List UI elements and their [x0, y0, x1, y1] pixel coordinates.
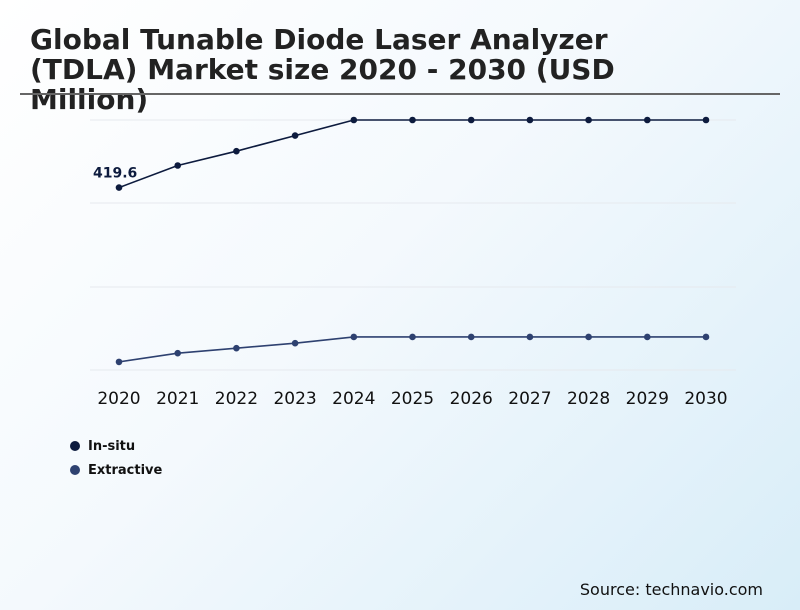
- source-credit: Source: technavio.com: [579, 580, 763, 599]
- x-tick-2022: 2022: [215, 389, 258, 409]
- title-divider: [20, 93, 780, 95]
- x-tick-2030: 2030: [684, 389, 727, 409]
- data-label-0: 419.6: [93, 166, 137, 182]
- data-point-extractive-2022: [233, 344, 240, 352]
- x-tick-2023: 2023: [273, 389, 316, 409]
- data-point-extractive-2027: [526, 333, 534, 341]
- data-point-in-situ-2024: [350, 116, 358, 124]
- data-point-in-situ-2021: [174, 162, 181, 169]
- x-tick-2026: 2026: [450, 389, 493, 409]
- data-point-in-situ-2023: [291, 132, 299, 139]
- data-point-in-situ-2026: [467, 116, 475, 124]
- data-point-in-situ-2028: [585, 116, 592, 124]
- series-line-in-situ: [118, 119, 706, 189]
- series-line-extractive: [118, 336, 706, 363]
- data-point-extractive-2023: [291, 339, 299, 347]
- x-tick-2020: 2020: [97, 389, 140, 409]
- legend-item-extractive[interactable]: Extractive: [70, 458, 162, 482]
- data-point-extractive-2026: [467, 333, 475, 341]
- legend-label-extractive: Extractive: [88, 462, 163, 478]
- x-axis-ticks: 2020 2021 2022 2023 2024 2025 2026 2027 2028 2029…: [97, 389, 727, 409]
- data-labels: 419.6: [93, 166, 137, 182]
- x-tick-2021: 2021: [156, 389, 199, 409]
- gridlines: [90, 119, 736, 371]
- data-point-extractive-2020: [115, 358, 123, 366]
- series-lines: [118, 119, 706, 363]
- legend-marker-in-situ: [70, 441, 80, 451]
- x-tick-2024: 2024: [332, 389, 375, 409]
- data-point-extractive-2029: [644, 333, 651, 341]
- line-chart: 419.6 2020 2021 2022 2023 2024 2025 2026 2027 20…: [90, 116, 736, 409]
- legend-label-in-situ: In-situ: [88, 438, 136, 454]
- data-point-extractive-2028: [585, 333, 592, 341]
- legend-item-in-situ[interactable]: In-situ: [70, 434, 162, 458]
- data-point-extractive-2021: [174, 349, 181, 357]
- data-point-extractive-2024: [350, 333, 358, 341]
- data-point-in-situ-2025: [409, 116, 416, 124]
- data-point-extractive-2025: [409, 333, 416, 341]
- chart-title: Global Tunable Diode Laser Analyzer (TDL…: [30, 23, 615, 116]
- data-point-in-situ-2030: [702, 116, 710, 124]
- x-tick-2025: 2025: [391, 389, 434, 409]
- x-tick-2027: 2027: [508, 389, 551, 409]
- data-point-in-situ-2020: [115, 184, 123, 191]
- x-tick-2029: 2029: [626, 389, 669, 409]
- legend: In-situ Extractive: [70, 434, 162, 482]
- data-point-in-situ-2022: [233, 147, 240, 155]
- series-points: [115, 116, 710, 366]
- legend-marker-extractive: [70, 465, 80, 475]
- data-point-in-situ-2027: [526, 116, 534, 124]
- x-tick-2028: 2028: [567, 389, 610, 409]
- data-point-in-situ-2029: [644, 116, 651, 124]
- data-point-extractive-2030: [702, 333, 710, 341]
